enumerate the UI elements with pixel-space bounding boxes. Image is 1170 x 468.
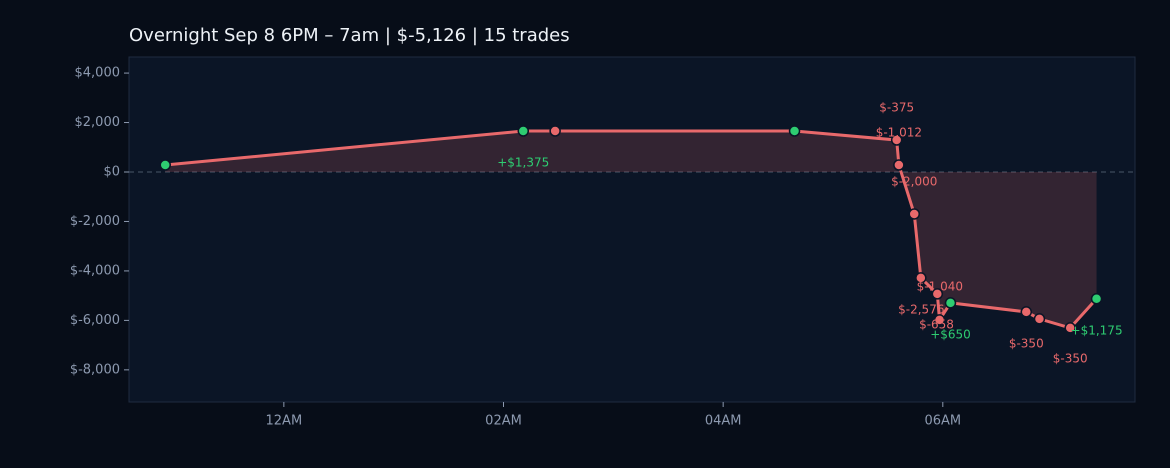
y-tick-label: $-2,000 [70,214,120,229]
trade-point [517,125,530,137]
trade-label: +$650 [930,327,971,341]
x-tick-label: 04AM [705,414,742,429]
trade-label: +$1,375 [497,156,549,170]
trade-label: +$1,175 [1071,323,1123,337]
x-tick-label: 12AM [266,414,303,429]
trade-label: $-375 [879,101,914,115]
trade-point [915,272,927,284]
y-tick-label: $4,000 [75,66,121,81]
y-tick-label: $-8,000 [70,362,120,377]
x-tick-label: 06AM [924,414,961,429]
trade-point [549,125,561,137]
y-tick-label: $0 [103,165,120,180]
chart-title: Overnight Sep 8 6PM – 7am | $-5,126 | 15… [129,25,570,46]
trade-point [1090,293,1103,305]
trade-point [908,208,921,220]
trade-point [1064,322,1076,334]
y-tick-label: $-4,000 [70,263,120,278]
trade-point [944,297,957,309]
trade-label: $-350 [1009,336,1044,350]
trade-label: $-1,040 [917,279,963,293]
trade-label: $-2,576 [898,302,944,316]
trade-point [931,288,944,300]
trade-point [788,125,801,137]
y-tick-label: $-6,000 [70,313,120,328]
trade-point [933,314,946,326]
trade-point [890,134,903,146]
trade-label: $-350 [1053,351,1088,365]
plot-area [128,56,1136,403]
x-tick-label: 02AM [485,414,522,429]
trade-point [893,159,905,171]
trade-label: $-2,000 [891,174,937,188]
trade-label: $-658 [919,317,954,331]
trade-label: $-1,012 [876,126,922,140]
trade-point [1020,306,1033,318]
trade-point [1033,313,1046,325]
trade-point [159,159,171,171]
y-tick-label: $2,000 [75,115,121,130]
